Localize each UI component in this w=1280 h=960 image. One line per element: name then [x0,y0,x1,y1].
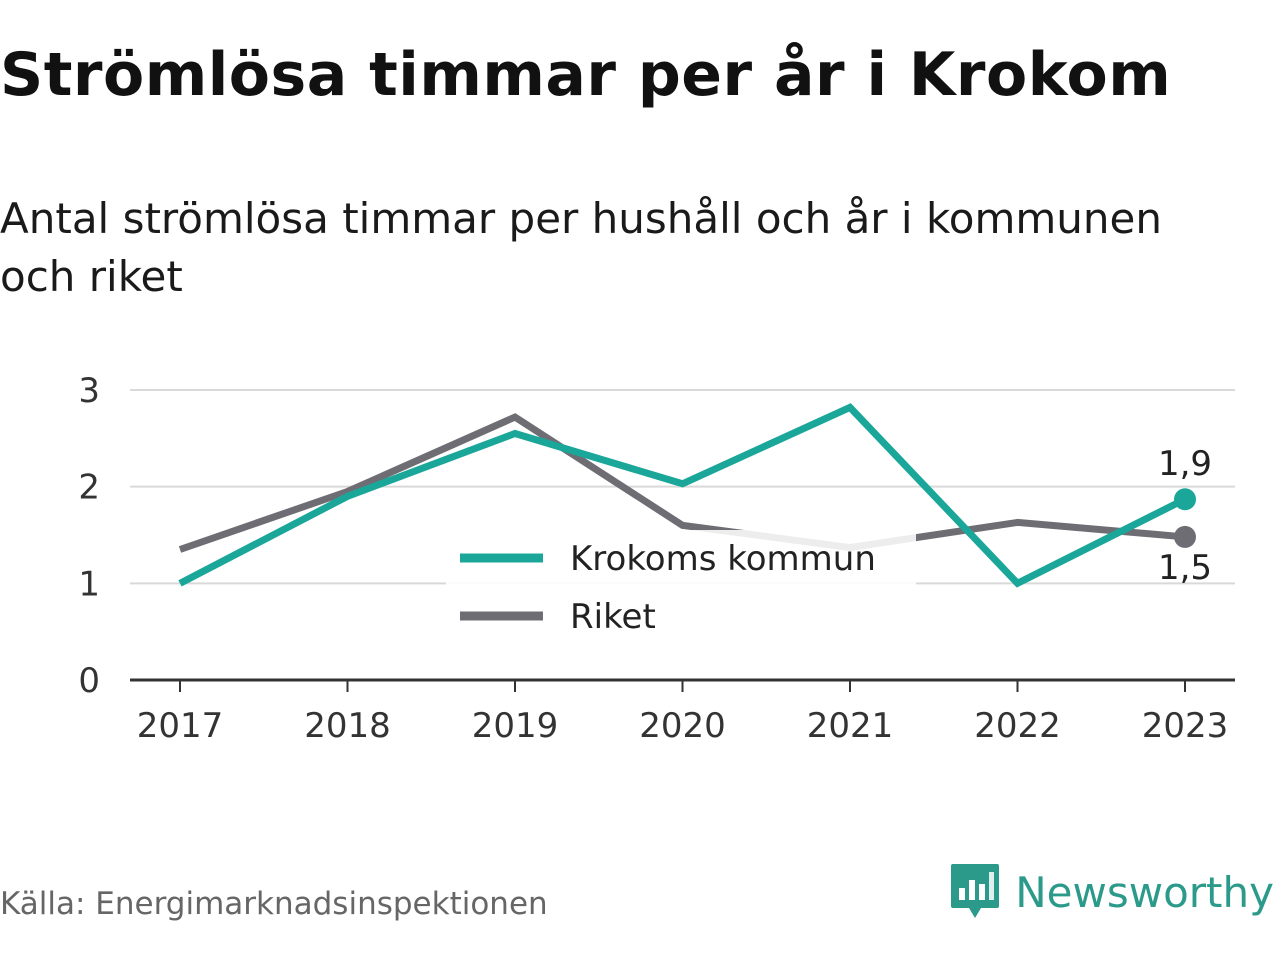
legend-background [446,530,916,645]
series-line-krokom [178,403,1187,588]
chart-subtitle: Antal strömlösa timmar per hushåll och å… [0,194,1162,301]
y-tick-label: 0 [78,661,100,701]
brand-name: Newsworthy [1015,867,1274,917]
newsworthy-logo-icon [951,864,1000,918]
end-label-krokom: 1,9 [1158,444,1212,484]
end-label-riket: 1,5 [1158,548,1212,588]
legend-label-riket: Riket [570,597,656,637]
axes: 2017 2018 2019 2020 2021 2022 2023 [130,678,1235,746]
y-tick-label: 1 [78,564,100,604]
x-tick-label: 2022 [974,706,1061,746]
legend-label-krokom: Krokoms kommun [570,539,876,579]
chart-title: Strömlösa timmar per år i Krokom [0,40,1172,110]
x-tick-label: 2018 [304,706,391,746]
legend: Krokoms kommun Riket [446,530,916,645]
source-note: Källa: Energimarknadsinspektionen [0,886,548,922]
x-tick-label: 2023 [1142,706,1229,746]
y-tick-label: 2 [78,468,100,508]
x-tick-label: 2019 [472,706,559,746]
brand-logo: Newsworthy [949,862,1274,922]
end-labels: 1,9 1,5 [1158,444,1212,588]
x-tick-label: 2021 [807,706,894,746]
y-tick-label: 3 [78,371,100,411]
x-tick-label: 2017 [137,706,224,746]
series-krokom [178,403,1196,588]
data-point-riket [1174,525,1196,548]
series-riket [178,413,1196,553]
series-line-riket [178,413,1186,553]
x-tick-label: 2020 [639,706,726,746]
data-point-krokom [1174,488,1196,511]
